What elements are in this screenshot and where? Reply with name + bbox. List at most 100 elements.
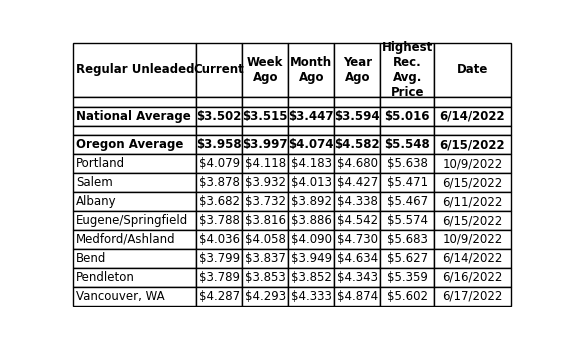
Text: 6/15/2022: 6/15/2022 — [439, 138, 505, 151]
Bar — [74, 107, 196, 126]
Text: $4.333: $4.333 — [291, 290, 332, 303]
Bar — [242, 173, 288, 192]
Bar — [380, 126, 434, 135]
Text: Salem: Salem — [76, 176, 113, 189]
Text: $5.548: $5.548 — [384, 138, 430, 151]
Bar — [335, 192, 380, 211]
Bar — [380, 249, 434, 268]
Text: $4.079: $4.079 — [199, 157, 240, 170]
Text: $4.634: $4.634 — [337, 252, 378, 265]
Bar — [242, 97, 288, 107]
Bar — [380, 135, 434, 154]
Bar — [196, 97, 242, 107]
Text: $3.789: $3.789 — [199, 271, 240, 284]
Bar — [434, 154, 511, 173]
Text: $3.682: $3.682 — [199, 195, 240, 208]
Text: Current: Current — [194, 63, 245, 77]
Text: $4.293: $4.293 — [245, 290, 286, 303]
Bar — [288, 126, 335, 135]
Bar — [288, 173, 335, 192]
Text: Year
Ago: Year Ago — [343, 56, 372, 84]
Bar — [288, 107, 335, 126]
Text: $3.853: $3.853 — [245, 271, 286, 284]
Text: Albany: Albany — [76, 195, 117, 208]
Bar — [335, 211, 380, 230]
Text: $3.932: $3.932 — [245, 176, 286, 189]
Bar — [434, 230, 511, 249]
Text: Month
Ago: Month Ago — [290, 56, 332, 84]
Bar — [380, 107, 434, 126]
Bar — [380, 211, 434, 230]
Text: $5.467: $5.467 — [386, 195, 428, 208]
Text: 6/17/2022: 6/17/2022 — [442, 290, 503, 303]
Bar — [335, 287, 380, 306]
Bar — [380, 230, 434, 249]
Bar — [242, 126, 288, 135]
Bar — [242, 154, 288, 173]
Text: $4.542: $4.542 — [337, 214, 378, 227]
Text: $5.627: $5.627 — [386, 252, 428, 265]
Bar — [288, 192, 335, 211]
Text: $5.574: $5.574 — [386, 214, 428, 227]
Text: 6/11/2022: 6/11/2022 — [442, 195, 503, 208]
Bar — [196, 154, 242, 173]
Bar — [380, 268, 434, 287]
Bar — [380, 97, 434, 107]
Text: $4.074: $4.074 — [288, 138, 334, 151]
Text: $5.016: $5.016 — [385, 110, 430, 123]
Bar — [242, 268, 288, 287]
Text: $4.874: $4.874 — [337, 290, 378, 303]
Bar — [434, 192, 511, 211]
Text: $3.852: $3.852 — [291, 271, 332, 284]
Text: 6/15/2022: 6/15/2022 — [442, 176, 503, 189]
Text: 10/9/2022: 10/9/2022 — [442, 157, 503, 170]
Bar — [335, 230, 380, 249]
Bar — [335, 135, 380, 154]
Bar — [196, 107, 242, 126]
Text: $3.837: $3.837 — [245, 252, 286, 265]
Text: $3.594: $3.594 — [335, 110, 380, 123]
Bar — [242, 192, 288, 211]
Bar — [242, 43, 288, 97]
Text: $5.683: $5.683 — [387, 233, 428, 246]
Text: National Average: National Average — [76, 110, 191, 123]
Bar — [242, 211, 288, 230]
Text: Medford/Ashland: Medford/Ashland — [76, 233, 176, 246]
Bar — [74, 173, 196, 192]
Text: 6/14/2022: 6/14/2022 — [442, 252, 503, 265]
Bar — [380, 192, 434, 211]
Text: Week
Ago: Week Ago — [247, 56, 283, 84]
Text: $3.799: $3.799 — [199, 252, 240, 265]
Text: $3.886: $3.886 — [291, 214, 332, 227]
Bar — [288, 97, 335, 107]
Bar — [74, 135, 196, 154]
Bar — [196, 230, 242, 249]
Text: $4.338: $4.338 — [337, 195, 378, 208]
Bar — [288, 268, 335, 287]
Text: $3.892: $3.892 — [291, 195, 332, 208]
Text: 10/9/2022: 10/9/2022 — [442, 233, 503, 246]
Bar — [288, 154, 335, 173]
Bar — [380, 287, 434, 306]
Bar — [288, 211, 335, 230]
Text: Regular Unleaded: Regular Unleaded — [76, 63, 194, 77]
Bar — [242, 287, 288, 306]
Bar — [335, 126, 380, 135]
Bar — [196, 287, 242, 306]
Text: Bend: Bend — [76, 252, 107, 265]
Bar — [242, 249, 288, 268]
Bar — [288, 230, 335, 249]
Bar — [288, 287, 335, 306]
Bar — [434, 268, 511, 287]
Bar — [74, 287, 196, 306]
Bar — [74, 192, 196, 211]
Bar — [196, 173, 242, 192]
Text: 6/14/2022: 6/14/2022 — [439, 110, 505, 123]
Text: $5.359: $5.359 — [387, 271, 428, 284]
Bar — [380, 154, 434, 173]
Text: $3.949: $3.949 — [291, 252, 332, 265]
Bar — [434, 97, 511, 107]
Text: $3.816: $3.816 — [245, 214, 286, 227]
Bar — [288, 249, 335, 268]
Text: $4.680: $4.680 — [337, 157, 378, 170]
